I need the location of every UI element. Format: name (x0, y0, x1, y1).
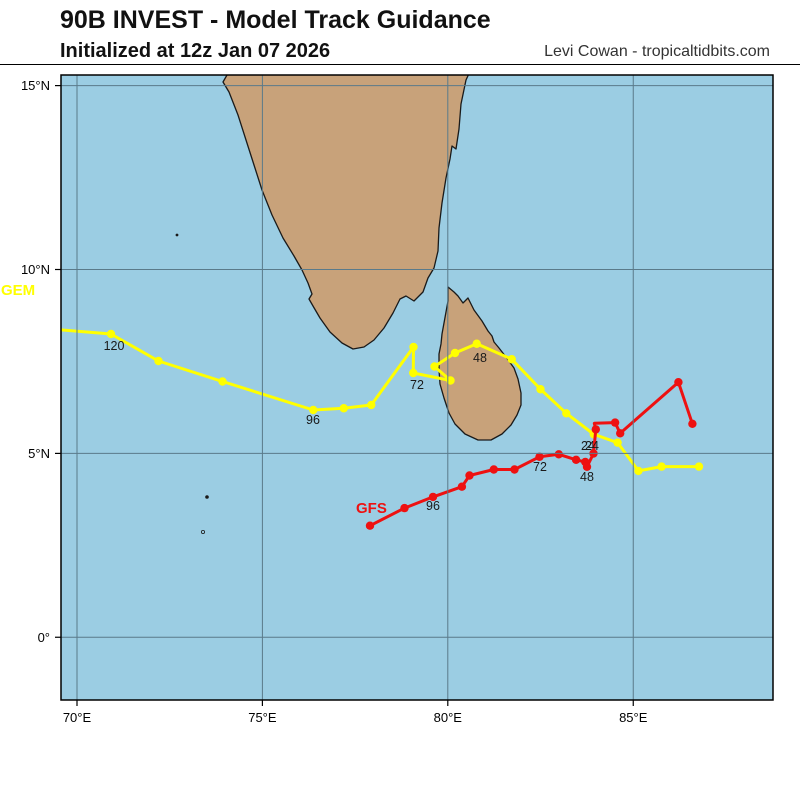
svg-text:10°N: 10°N (21, 262, 50, 277)
svg-text:75°E: 75°E (248, 710, 277, 725)
svg-text:96: 96 (426, 499, 440, 513)
svg-text:5°N: 5°N (28, 446, 50, 461)
svg-text:0°: 0° (38, 630, 50, 645)
svg-text:15°N: 15°N (21, 78, 50, 93)
svg-text:120: 120 (104, 339, 125, 353)
svg-text:85°E: 85°E (619, 710, 648, 725)
svg-text:80°E: 80°E (434, 710, 463, 725)
svg-text:GEM: GEM (1, 282, 35, 299)
svg-text:96: 96 (306, 413, 320, 427)
svg-text:48: 48 (473, 351, 487, 365)
svg-text:70°E: 70°E (63, 710, 92, 725)
svg-text:48: 48 (580, 470, 594, 484)
svg-text:72: 72 (533, 460, 547, 474)
svg-text:GFS: GFS (356, 500, 387, 517)
svg-text:72: 72 (410, 378, 424, 392)
svg-text:24: 24 (585, 439, 599, 453)
